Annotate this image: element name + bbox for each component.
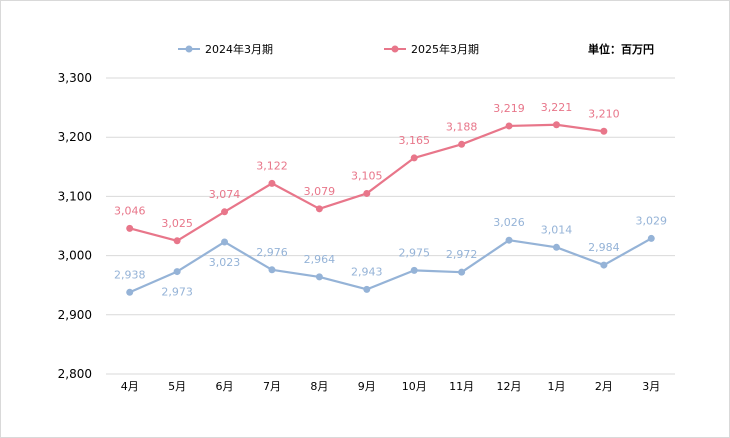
data-label: 2,973 [161,286,193,299]
data-point [647,234,655,242]
data-labels: 2,938 2,973 3,023 2,976 2,964 2,943 2,975 2,972… [114,101,667,299]
data-point [315,205,323,213]
data-point [410,154,418,162]
data-label: 2,984 [588,241,620,254]
data-point [458,268,466,276]
data-point [600,127,608,135]
data-label: 3,210 [588,107,620,120]
x-tick-label: 4月 [121,380,139,393]
data-point [552,243,560,251]
legend-2024-label: 2024年3月期 [205,42,273,56]
data-label: 3,023 [209,256,241,269]
x-tick-label: 7月 [263,380,281,393]
data-label: 3,105 [351,169,383,182]
data-label: 3,026 [493,216,525,229]
x-tick-label: 10月 [402,380,427,393]
x-tick-label: 5月 [168,380,186,393]
series-line-0 [129,237,652,294]
y-tick-label: 3,200 [58,130,92,144]
data-point [221,208,229,216]
x-tick-label: 12月 [497,380,522,393]
data-point [410,266,418,274]
legend-2025-label: 2025年3月期 [411,42,479,56]
x-axis-tick-labels: 4月 5月 6月 7月 8月 9月 10月 11月 12月 1月 2月 3月 [121,380,661,393]
data-point [505,236,513,244]
data-point [363,285,371,293]
data-point [505,122,513,130]
data-label: 3,046 [114,204,146,217]
y-axis-tick-labels: 2,800 2,900 3,000 3,100 3,200 3,300 [58,71,92,381]
data-point [173,237,181,245]
unit-label: 単位：百万円 [588,42,654,56]
data-label: 3,165 [398,134,430,147]
data-label: 3,221 [541,101,573,114]
y-tick-label: 3,000 [58,249,92,263]
data-point [363,189,371,197]
y-tick-label: 3,100 [58,189,92,203]
y-tick-label: 3,300 [58,71,92,85]
data-point [221,238,229,246]
data-point [268,179,276,187]
data-label: 3,029 [636,214,668,227]
x-tick-label: 2月 [595,380,613,393]
x-tick-label: 8月 [310,380,328,393]
x-tick-label: 9月 [358,380,376,393]
data-point [600,261,608,269]
x-tick-label: 11月 [449,380,474,393]
data-point [458,140,466,148]
data-label: 3,079 [304,185,336,198]
data-label: 2,943 [351,265,383,278]
legend: 2024年3月期 2025年3月期 [178,42,479,56]
data-point [173,268,181,276]
legend-2025-marker [391,45,399,53]
data-point [268,266,276,274]
y-tick-label: 2,800 [58,367,92,381]
data-label: 3,219 [493,102,525,115]
data-label: 3,025 [161,217,193,230]
data-point [552,121,560,129]
y-tick-label: 2,900 [58,308,92,322]
series-lines [126,121,655,296]
data-label: 3,188 [446,120,478,133]
data-label: 2,976 [256,246,288,259]
x-tick-label: 6月 [216,380,234,393]
data-label: 3,014 [541,223,573,236]
data-label: 2,964 [304,253,336,266]
data-label: 2,938 [114,268,146,281]
x-tick-label: 1月 [547,380,565,393]
data-label: 2,972 [446,248,478,261]
data-point [315,273,323,281]
x-tick-label: 3月 [642,380,660,393]
series-line-1 [129,123,605,242]
data-label: 2,975 [398,246,430,259]
legend-2024-marker [185,45,193,53]
data-point [126,288,134,296]
data-label: 3,122 [256,159,288,172]
data-label: 3,074 [209,188,241,201]
data-point [126,224,134,232]
